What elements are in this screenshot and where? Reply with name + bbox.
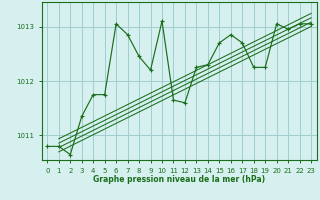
X-axis label: Graphe pression niveau de la mer (hPa): Graphe pression niveau de la mer (hPa) [93,175,265,184]
